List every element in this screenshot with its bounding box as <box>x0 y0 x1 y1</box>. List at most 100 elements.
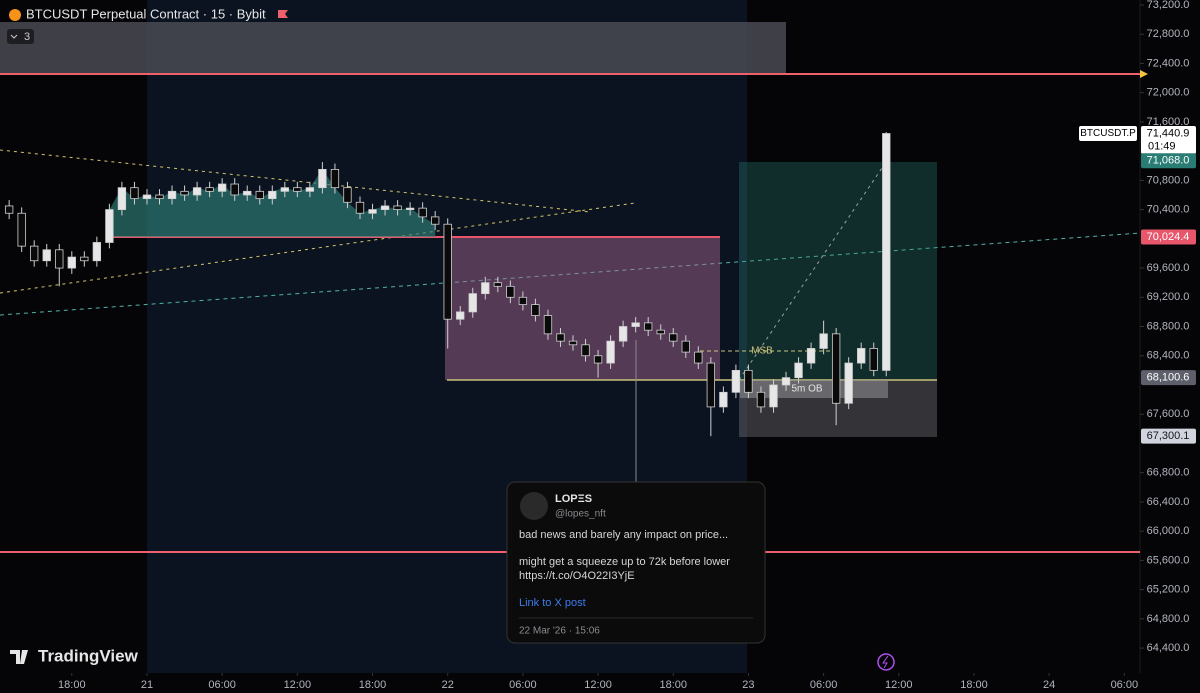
y-tick-label: 64,400.0 <box>1147 642 1190 654</box>
candle-body <box>857 348 866 364</box>
candle-body <box>581 344 590 357</box>
candle-body <box>218 183 227 192</box>
y-tick-label: 69,200.0 <box>1147 291 1190 303</box>
y-tick-label: 65,200.0 <box>1147 584 1190 596</box>
x-tick-label: 06:00 <box>509 679 537 691</box>
candle-body <box>481 282 490 295</box>
short-zone <box>445 237 720 380</box>
price-badge-label: 68,100.6 <box>1147 372 1190 384</box>
symbol-label: BTCUSDT.P <box>1080 128 1136 139</box>
candle-body <box>618 326 628 342</box>
candle-body <box>67 256 76 269</box>
price-badge-label: 71,068.0 <box>1147 155 1190 167</box>
indicator-toggle[interactable] <box>7 29 34 44</box>
chevron-icon <box>10 34 18 39</box>
candle-body <box>531 304 540 316</box>
x-tick-label: 12:00 <box>584 679 612 691</box>
candle-body <box>493 282 502 287</box>
candle-body <box>593 355 603 364</box>
candle-body <box>556 333 565 342</box>
candle-body <box>719 391 728 408</box>
avatar <box>520 492 548 520</box>
candle-body <box>869 348 878 371</box>
alert-marker <box>1140 70 1148 78</box>
tweet-link[interactable]: https://t.co/O4O22I3YjE <box>519 570 635 582</box>
candle-body <box>518 296 528 306</box>
candle-body <box>844 362 853 404</box>
candle-body <box>794 362 803 379</box>
candle-body <box>731 369 741 393</box>
candle-body <box>456 311 465 320</box>
candle-body <box>255 190 264 200</box>
candle-body <box>343 187 352 203</box>
candle-body <box>431 216 440 225</box>
y-tick-label: 66,800.0 <box>1147 467 1190 479</box>
candle-body <box>355 201 365 214</box>
y-tick-label: 68,800.0 <box>1147 320 1190 332</box>
tweet-date: 22 Mar '26 · 15:06 <box>519 626 600 637</box>
candle-body <box>606 340 615 364</box>
candle-body <box>380 205 390 210</box>
tweet-text: bad news and barely any impact on price.… <box>519 529 728 541</box>
tweet-name: LOPΞS <box>555 493 592 505</box>
candle-body <box>669 333 678 342</box>
price-badge <box>1141 126 1196 155</box>
candle-body <box>4 205 14 214</box>
plot <box>4 132 891 437</box>
x-tick-label: 12:00 <box>284 679 312 691</box>
x-tick-label: 12:00 <box>885 679 913 691</box>
candle-body <box>806 348 816 364</box>
candle-body <box>405 207 415 210</box>
candle-body <box>30 245 39 262</box>
candle-body <box>882 133 891 371</box>
tweet-text: might get a squeeze up to 72k before low… <box>519 556 730 568</box>
candle-body <box>230 183 239 196</box>
msb-label: MSB <box>751 346 773 357</box>
tweet-handle: @lopes_nft <box>555 509 606 520</box>
y-tick-label: 64,800.0 <box>1147 613 1190 625</box>
symbol-badge <box>1079 126 1137 142</box>
watermark: TradingView <box>38 646 139 665</box>
candle-body <box>305 187 315 192</box>
candle-body <box>205 187 214 192</box>
x-tick-label: 18:00 <box>659 679 687 691</box>
coin-icon <box>9 9 21 21</box>
candle-body <box>568 340 578 346</box>
tweet-card[interactable]: LOPΞS @lopes_nft bad news and barely any… <box>506 481 766 644</box>
trend-line <box>0 202 636 294</box>
y-tick-label: 68,400.0 <box>1147 350 1190 362</box>
x-tick-label: 18:00 <box>359 679 387 691</box>
price-badge <box>1141 370 1196 386</box>
candle-body <box>318 169 327 189</box>
alert-icon[interactable] <box>877 653 895 671</box>
candle-body <box>706 362 715 408</box>
tweet-cta[interactable]: Link to X post <box>519 597 586 609</box>
countdown: 01:49 <box>1148 140 1176 152</box>
candle-body <box>280 187 289 192</box>
candle-body <box>681 340 690 353</box>
indicator-count: 3 <box>24 31 30 43</box>
candle-body <box>192 187 202 196</box>
candle-body <box>117 187 127 210</box>
x-tick-label: 06:00 <box>1111 679 1139 691</box>
x-tick-label: 22 <box>442 679 454 691</box>
candle-body <box>769 384 778 408</box>
y-tick-label: 72,000.0 <box>1147 87 1190 99</box>
candle-body <box>293 187 302 192</box>
price-badge <box>1141 229 1196 245</box>
supply-zone <box>0 22 786 75</box>
x-tick-label: 18:00 <box>960 679 988 691</box>
candle-body <box>694 351 703 364</box>
y-tick-label: 70,400.0 <box>1147 204 1190 216</box>
candle-body <box>330 169 340 189</box>
y-tick-label: 65,600.0 <box>1147 554 1190 566</box>
x-tick-label: 06:00 <box>810 679 838 691</box>
logo: TradingView <box>10 646 139 665</box>
ob-label: 5m OB <box>791 384 822 395</box>
price-badge-label: 71,440.9 <box>1147 127 1190 139</box>
y-tick-label: 70,800.0 <box>1147 174 1190 186</box>
candle-body <box>631 322 640 327</box>
candle-body <box>443 223 452 320</box>
